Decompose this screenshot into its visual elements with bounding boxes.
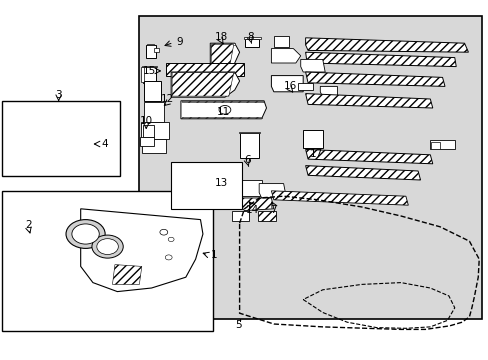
Text: 1: 1	[210, 250, 217, 260]
Text: 9: 9	[176, 37, 183, 48]
Polygon shape	[146, 44, 154, 45]
Polygon shape	[27, 117, 44, 133]
Circle shape	[92, 235, 123, 258]
Polygon shape	[303, 130, 322, 148]
Polygon shape	[7, 261, 24, 273]
Polygon shape	[305, 72, 444, 86]
Polygon shape	[271, 49, 300, 63]
Polygon shape	[305, 52, 455, 67]
Polygon shape	[7, 248, 22, 261]
Polygon shape	[10, 115, 26, 116]
Polygon shape	[81, 133, 98, 144]
Text: 15: 15	[142, 66, 156, 76]
Polygon shape	[142, 66, 157, 67]
Circle shape	[168, 237, 174, 242]
Polygon shape	[139, 16, 481, 319]
Text: 13: 13	[214, 177, 228, 188]
Polygon shape	[145, 45, 155, 58]
Polygon shape	[429, 140, 454, 149]
Polygon shape	[193, 184, 203, 206]
Polygon shape	[320, 86, 337, 97]
Polygon shape	[210, 43, 234, 45]
Polygon shape	[112, 265, 142, 284]
Polygon shape	[232, 211, 249, 221]
Circle shape	[160, 229, 167, 235]
Polygon shape	[28, 117, 43, 118]
Polygon shape	[298, 83, 312, 90]
Polygon shape	[175, 183, 185, 189]
Polygon shape	[175, 192, 183, 199]
Text: 10: 10	[140, 116, 152, 126]
Polygon shape	[258, 211, 276, 221]
Text: 6: 6	[244, 155, 251, 165]
Text: 8: 8	[247, 32, 254, 42]
Polygon shape	[300, 59, 325, 72]
Polygon shape	[191, 204, 204, 207]
Polygon shape	[15, 221, 32, 239]
Polygon shape	[239, 198, 273, 211]
Polygon shape	[2, 101, 120, 176]
Polygon shape	[142, 139, 166, 153]
Text: 14: 14	[245, 204, 259, 215]
Text: 18: 18	[214, 32, 228, 42]
Polygon shape	[305, 166, 420, 180]
Polygon shape	[23, 223, 38, 236]
Polygon shape	[211, 45, 233, 71]
Polygon shape	[271, 76, 303, 92]
Circle shape	[219, 105, 230, 114]
Polygon shape	[144, 81, 161, 101]
Polygon shape	[273, 36, 288, 47]
Polygon shape	[430, 142, 439, 149]
Polygon shape	[2, 191, 212, 331]
Polygon shape	[9, 115, 32, 140]
Circle shape	[66, 220, 105, 248]
Polygon shape	[172, 72, 233, 73]
Polygon shape	[245, 39, 259, 47]
Circle shape	[97, 239, 118, 255]
Polygon shape	[305, 38, 468, 52]
Polygon shape	[271, 191, 407, 205]
Text: 2: 2	[25, 220, 32, 230]
Text: 5: 5	[234, 320, 241, 330]
Polygon shape	[142, 67, 156, 83]
Polygon shape	[239, 133, 259, 158]
Polygon shape	[182, 101, 263, 102]
Circle shape	[165, 255, 172, 260]
Polygon shape	[210, 43, 239, 72]
Polygon shape	[140, 137, 154, 146]
Polygon shape	[166, 63, 244, 76]
Polygon shape	[143, 125, 154, 137]
Polygon shape	[154, 48, 159, 52]
Polygon shape	[79, 139, 89, 145]
Text: 4: 4	[101, 139, 108, 149]
Polygon shape	[259, 184, 285, 198]
Polygon shape	[81, 209, 203, 292]
Polygon shape	[141, 67, 143, 82]
Text: 16: 16	[283, 81, 297, 91]
Polygon shape	[243, 37, 261, 39]
Text: 17: 17	[309, 149, 323, 159]
Polygon shape	[237, 180, 261, 196]
Polygon shape	[171, 162, 242, 209]
Polygon shape	[141, 122, 168, 139]
Text: 7: 7	[270, 204, 277, 215]
Polygon shape	[238, 132, 260, 133]
Polygon shape	[172, 73, 233, 96]
Polygon shape	[171, 72, 239, 97]
Polygon shape	[176, 201, 182, 205]
Polygon shape	[305, 149, 432, 164]
Polygon shape	[181, 101, 266, 119]
Polygon shape	[144, 102, 163, 122]
Text: 12: 12	[161, 94, 174, 104]
Circle shape	[72, 224, 99, 244]
Polygon shape	[27, 230, 40, 243]
Polygon shape	[305, 94, 432, 108]
Text: 3: 3	[55, 90, 62, 100]
Polygon shape	[7, 223, 24, 248]
Text: 11: 11	[216, 107, 229, 117]
Polygon shape	[182, 117, 262, 118]
